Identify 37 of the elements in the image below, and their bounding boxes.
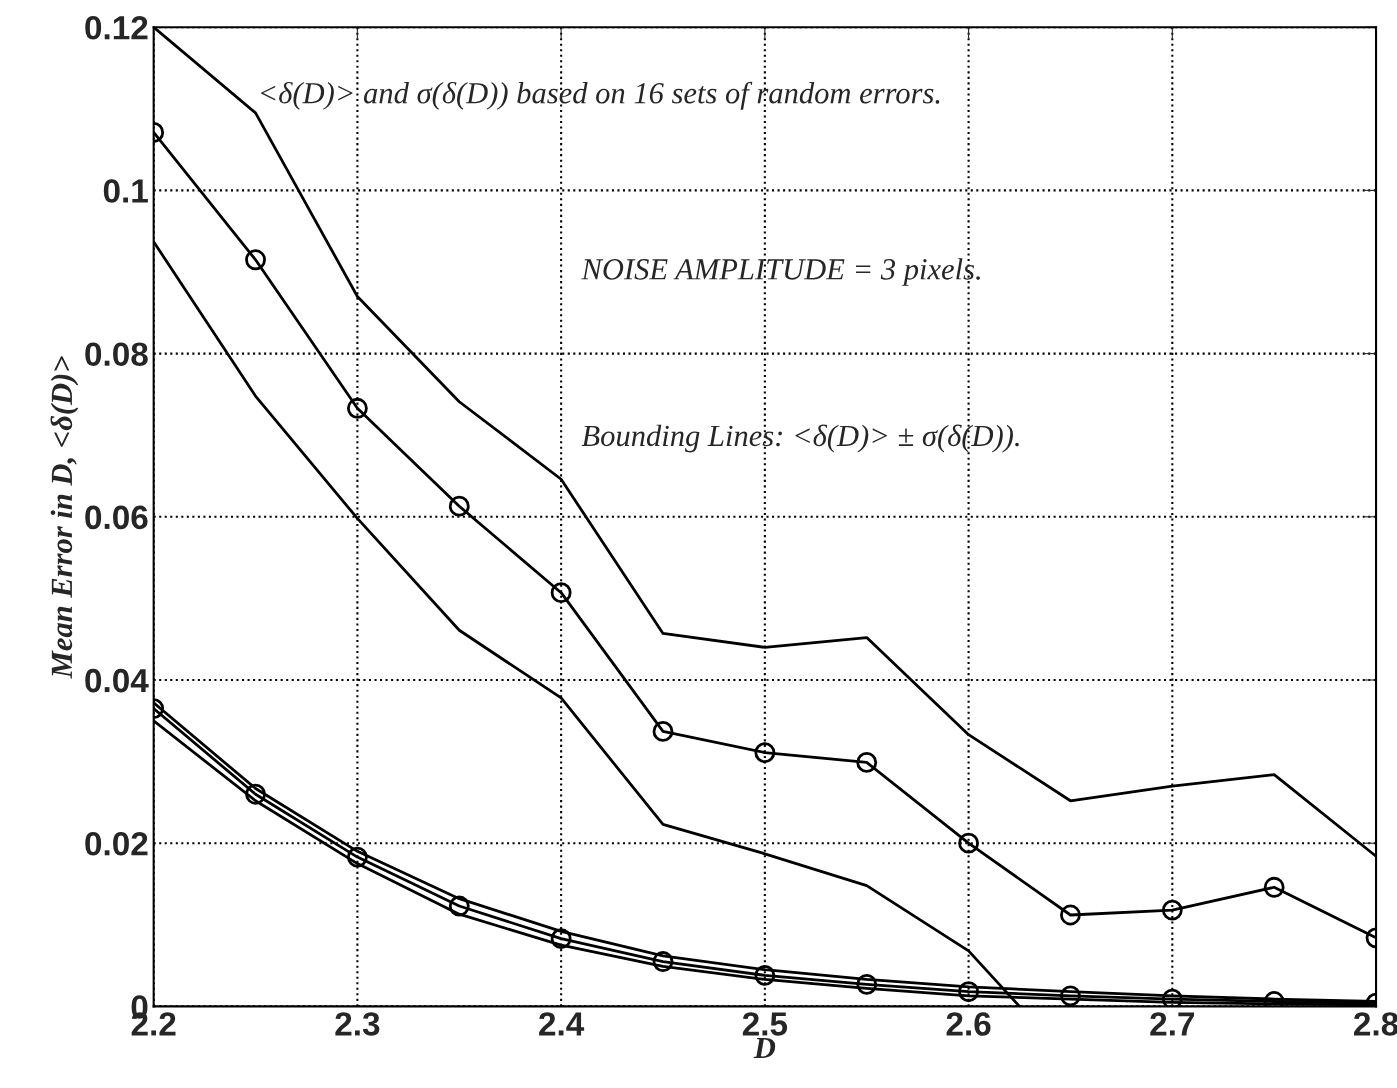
point	[245, 783, 266, 805]
point	[1161, 899, 1183, 921]
x-tick-label: 2.7	[1150, 1012, 1195, 1036]
y-tick-label: 0.12	[85, 16, 148, 40]
point	[1263, 876, 1285, 898]
point	[448, 895, 470, 917]
point	[1060, 985, 1081, 1007]
point	[550, 582, 572, 604]
point	[245, 249, 266, 271]
point	[856, 752, 878, 773]
x-tick-label: 2.4	[539, 1012, 585, 1036]
y-tick-label: 0.04	[85, 668, 149, 693]
y-tick-label: 0.08	[85, 342, 148, 367]
point	[550, 928, 572, 950]
point	[856, 973, 878, 995]
x-axis-title: D	[753, 1037, 776, 1059]
annotation: <δ(D)> and σ(δ(D)) based on 16 sets of random errors.	[261, 81, 940, 110]
point	[652, 951, 674, 972]
annotation: NOISE AMPLITUDE = 3 pixels.	[581, 258, 980, 286]
point	[448, 495, 470, 517]
point	[346, 397, 368, 419]
point	[1161, 988, 1183, 1007]
point	[754, 964, 776, 986]
point	[1060, 904, 1081, 926]
point	[652, 720, 674, 742]
point	[346, 846, 368, 868]
point	[958, 832, 979, 854]
y-tick-label: 0.02	[85, 832, 148, 856]
y-tick-label: 0.06	[85, 505, 148, 530]
point	[754, 742, 776, 764]
point	[958, 981, 979, 1003]
annotation: Bounding Lines: <δ(D)> ± σ(δ(D)).	[581, 424, 1019, 453]
y-tick-label: 0.1	[103, 179, 148, 203]
x-tick-label: 2.6	[946, 1012, 991, 1036]
y-axis-title: Mean Error in D, <δ(D)>	[50, 356, 79, 679]
x-tick-label: 2.3	[335, 1012, 380, 1036]
x-tick-label: 2.5	[742, 1012, 788, 1036]
